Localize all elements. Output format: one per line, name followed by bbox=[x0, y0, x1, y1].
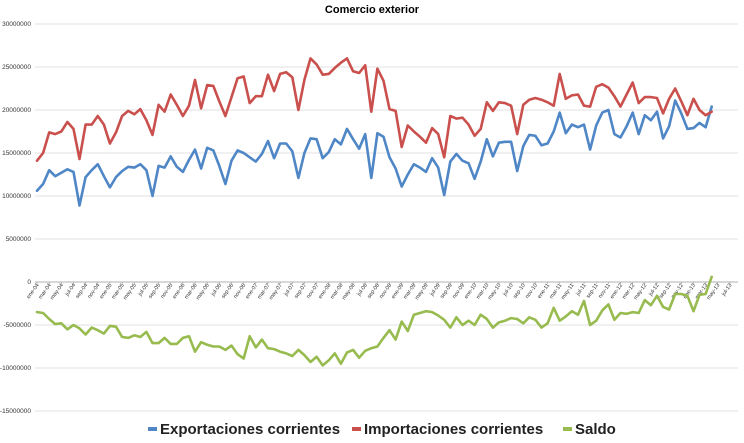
gridlines bbox=[35, 23, 738, 412]
legend: Exportaciones corrientes Importaciones co… bbox=[148, 421, 616, 438]
legend-label-exportaciones-corrientes: Exportaciones corrientes bbox=[160, 421, 340, 438]
y-axis-ticks: 30000000 25000000 20000000 15000000 10000000… bbox=[0, 21, 31, 415]
legend-label-importaciones-corrientes: Importaciones corrientes bbox=[364, 421, 543, 438]
legend-label-saldo: Saldo bbox=[575, 421, 616, 438]
y-tick-label: 20000000 bbox=[2, 107, 31, 114]
x-tick-label: jul-13 bbox=[720, 283, 733, 298]
series-line-importaciones-corrientes bbox=[35, 57, 714, 162]
y-tick-label: 15000000 bbox=[2, 150, 31, 157]
y-tick-label: 25000000 bbox=[2, 64, 31, 71]
y-tick-label: 0 bbox=[27, 279, 31, 286]
y-tick-label: -10000000 bbox=[0, 365, 31, 372]
chart-title: Comercio exterior bbox=[325, 4, 420, 16]
series-line-exportaciones-corrientes bbox=[35, 99, 714, 207]
x-tick-label: may-11 bbox=[560, 283, 575, 301]
y-tick-label: 30000000 bbox=[2, 21, 31, 28]
y-tick-label: -5000000 bbox=[4, 322, 32, 329]
y-tick-label: 10000000 bbox=[2, 193, 31, 200]
y-tick-label: -15000000 bbox=[0, 408, 31, 415]
series-line-saldo bbox=[35, 275, 714, 367]
y-tick-label: 5000000 bbox=[6, 236, 32, 243]
series-lines bbox=[35, 57, 714, 367]
